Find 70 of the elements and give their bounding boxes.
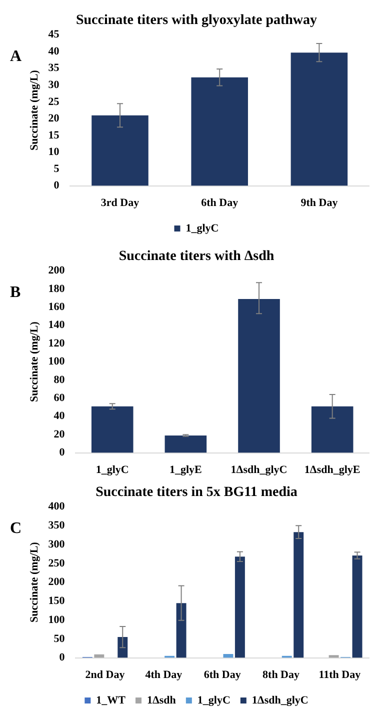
bar bbox=[294, 532, 304, 658]
y-tick-label: 10 bbox=[48, 146, 60, 158]
y-tick-label: 120 bbox=[48, 337, 66, 350]
x-tick-label: 1_glyE bbox=[169, 464, 202, 476]
legend-label: 1_glyC bbox=[186, 222, 219, 234]
bar bbox=[91, 406, 134, 453]
bar bbox=[238, 299, 280, 453]
x-tick-label: 1Δsdh_glyE bbox=[304, 464, 360, 476]
bar bbox=[352, 555, 362, 658]
bar bbox=[164, 436, 207, 453]
y-tick-label: 35 bbox=[48, 62, 60, 74]
x-tick-label: 2nd Day bbox=[85, 669, 126, 682]
y-tick-label: 30 bbox=[48, 78, 60, 91]
y-tick-label: 60 bbox=[54, 392, 66, 404]
legend-label: 1_WT bbox=[96, 694, 126, 706]
y-axis-title: Succinate (mg/L) bbox=[28, 321, 40, 402]
bar bbox=[118, 637, 128, 658]
chart-title: Succinate titers with glyoxylate pathway bbox=[76, 13, 318, 28]
x-tick-label: 8th Day bbox=[262, 669, 300, 682]
text: B bbox=[10, 284, 21, 301]
y-tick-label: 100 bbox=[48, 614, 66, 626]
y-tick-label: 180 bbox=[48, 282, 66, 295]
bar bbox=[92, 115, 148, 186]
y-tick-label: 0 bbox=[59, 446, 66, 459]
legend-label: 1Δsdh_glyC bbox=[252, 694, 308, 706]
y-tick-label: 5 bbox=[54, 162, 60, 175]
chart-title: Succinate titers in 5x BG11 media bbox=[96, 485, 298, 500]
y-tick-label: 80 bbox=[54, 374, 66, 386]
bar bbox=[191, 77, 248, 186]
x-tick-label: 6th Day bbox=[201, 197, 239, 210]
text: A bbox=[10, 48, 22, 65]
y-tick-label: 250 bbox=[48, 557, 66, 570]
y-tick-label: 50 bbox=[54, 632, 66, 645]
y-tick-label: 400 bbox=[48, 500, 66, 513]
bar bbox=[176, 603, 186, 658]
y-tick-label: 100 bbox=[48, 356, 66, 368]
bar bbox=[328, 655, 339, 658]
y-tick-label: 150 bbox=[48, 595, 66, 608]
y-tick-label: 350 bbox=[48, 520, 66, 532]
y-tick-label: 20 bbox=[54, 428, 66, 440]
y-tick-label: 40 bbox=[48, 45, 60, 58]
y-tick-label: 0 bbox=[59, 652, 66, 664]
text: C bbox=[10, 520, 22, 537]
legend-label: 1_glyC bbox=[197, 694, 230, 706]
y-tick-label: 160 bbox=[48, 301, 66, 314]
y-tick-label: 20 bbox=[48, 112, 60, 125]
x-tick-label: 4th Day bbox=[145, 669, 183, 682]
bar bbox=[290, 52, 348, 186]
x-tick-label: 1Δsdh_glyC bbox=[230, 464, 288, 476]
x-tick-label: 3rd Day bbox=[100, 197, 140, 210]
y-tick-label: 300 bbox=[48, 538, 66, 550]
x-tick-label: 11th Day bbox=[318, 669, 362, 682]
x-tick-label: 9th Day bbox=[300, 197, 338, 210]
y-tick-label: 200 bbox=[48, 264, 66, 277]
legend-label: 1Δsdh bbox=[147, 694, 176, 706]
y-axis-title: Succinate (mg/L) bbox=[28, 542, 40, 622]
y-tick-label: 200 bbox=[48, 576, 66, 588]
y-tick-label: 15 bbox=[48, 129, 60, 142]
x-tick-label: 6th Day bbox=[204, 669, 242, 682]
y-tick-label: 25 bbox=[48, 96, 60, 108]
bar bbox=[223, 654, 234, 658]
bar bbox=[234, 556, 245, 658]
y-tick-label: 45 bbox=[48, 28, 60, 41]
x-tick-label: 1_glyC bbox=[96, 464, 129, 476]
chart-title: Succinate titers with Δsdh bbox=[118, 249, 274, 264]
y-tick-label: 40 bbox=[54, 410, 66, 422]
y-tick-label: 0 bbox=[54, 180, 60, 192]
bar bbox=[311, 406, 354, 453]
y-tick-label: 140 bbox=[48, 319, 66, 332]
y-axis-title: Succinate (mg/L) bbox=[28, 70, 40, 150]
